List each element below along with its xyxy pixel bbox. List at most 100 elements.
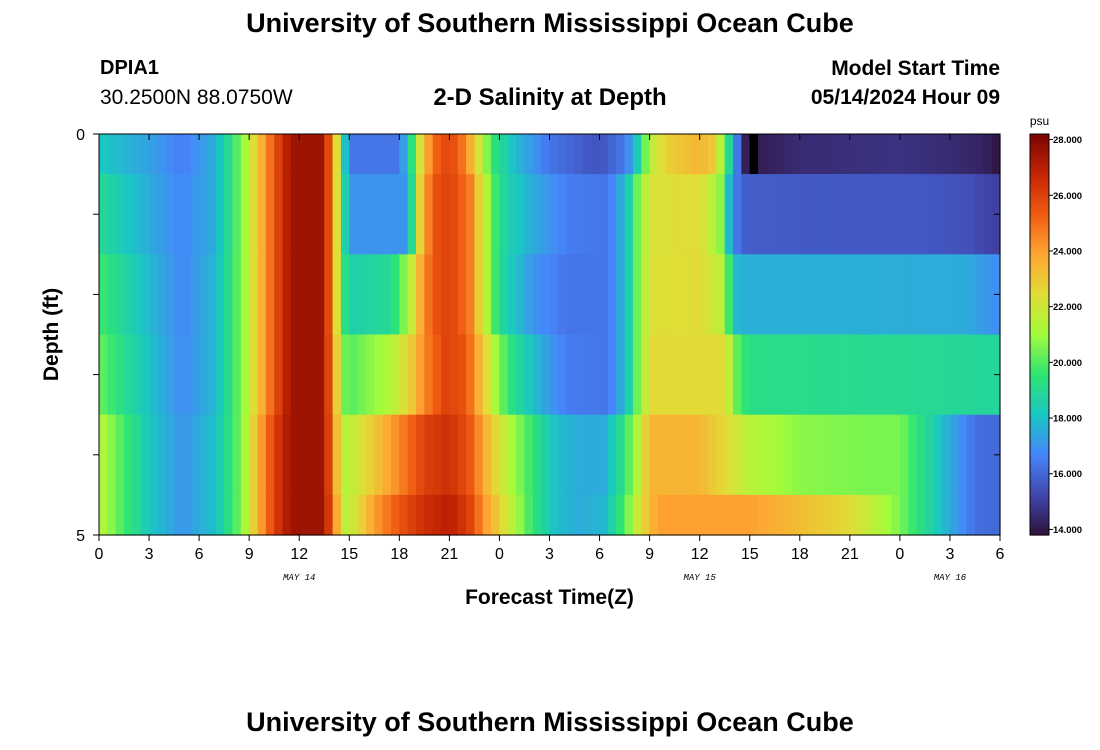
colorbar-band [1030,494,1049,499]
heatmap-cell [340,414,350,496]
x-tick-label: 6 [595,546,604,563]
heatmap-cell [666,174,676,255]
heatmap-cell [607,134,617,175]
heatmap-cell [290,334,300,416]
heatmap-cell [682,414,692,496]
colorbar-band [1030,190,1049,195]
heatmap-cell [357,254,367,336]
heatmap-cell [699,334,709,416]
colorbar-band [1030,384,1049,389]
heatmap-cell [441,494,450,536]
heatmap-cell [382,334,392,416]
heatmap-cell [916,254,926,336]
heatmap-cell [149,254,158,336]
heatmap-cell [424,414,434,496]
heatmap-cell [240,134,250,175]
heatmap-cell [349,174,359,255]
heatmap-cell [774,254,784,336]
heatmap-cell [649,334,659,416]
heatmap-cell [549,134,559,175]
heatmap-cell [824,334,834,416]
heatmap-cell [766,414,776,496]
heatmap-cell [941,334,951,416]
colorbar-band [1030,441,1049,446]
heatmap-cell [833,414,843,496]
heatmap-cell [899,334,909,416]
heatmap-cell [324,494,334,536]
heatmap-cell [140,494,150,536]
heatmap-cell [866,134,876,175]
heatmap-cell [858,254,868,336]
heatmap-cell [491,334,501,416]
heatmap-cell [240,174,250,255]
heatmap-cell [733,334,742,416]
heatmap-cell [365,254,375,336]
heatmap-cell [374,494,384,536]
heatmap-cell [482,414,492,496]
heatmap-cell [733,414,742,496]
heatmap-cells [99,134,1001,536]
heatmap-cell [516,174,526,255]
heatmap-cell [791,134,801,175]
heatmap-cell [891,414,901,496]
heatmap-cell [282,334,292,416]
heatmap-cell [190,134,200,175]
heatmap-cell [99,494,108,536]
heatmap-cell [808,334,818,416]
heatmap-cell [349,334,359,416]
heatmap-cell [916,494,926,536]
heatmap-cell [716,134,726,175]
heatmap-cell [841,174,851,255]
heatmap-cell [407,414,417,496]
heatmap-cell [541,414,551,496]
heatmap-cell [324,334,334,416]
heatmap-cell [224,494,234,536]
heatmap-cell [532,174,542,255]
heatmap-cell [399,174,409,255]
heatmap-cell [165,254,175,336]
heatmap-cell [908,134,918,175]
heatmap-cell [524,494,534,536]
heatmap-cell [165,174,175,255]
heatmap-cell [632,414,642,496]
heatmap-cell [591,254,601,336]
heatmap-cell [182,494,192,536]
heatmap-cell [499,494,509,536]
heatmap-cell [874,494,884,536]
heatmap-cell [833,174,843,255]
heatmap-cell [624,174,634,255]
heatmap-cell [265,254,275,336]
heatmap-cell [257,174,267,255]
heatmap-cell [457,494,467,536]
heatmap-cell [374,334,384,416]
heatmap-cell [290,174,300,255]
colorbar-band [1030,230,1049,235]
heatmap-cell [933,134,943,175]
heatmap-cell [115,334,125,416]
heatmap-cell [983,494,993,536]
heatmap-cell [574,174,584,255]
heatmap-cell [758,334,767,416]
heatmap-cell [132,494,142,536]
heatmap-cell [991,134,1001,175]
heatmap-cell [941,494,951,536]
heatmap-cell [724,254,734,336]
day-label: MAY 15 [683,573,716,583]
heatmap-cell [232,174,242,255]
colorbar-tick-label: 28.000 [1053,135,1082,146]
heatmap-cell [858,174,868,255]
heatmap-cell [299,134,309,175]
x-tick-label: 12 [290,546,308,563]
colorbar-band [1030,317,1049,322]
colorbar-band [1030,240,1049,245]
heatmap-cell [332,494,342,536]
heatmap-cell [899,254,909,336]
heatmap-cell [574,494,584,536]
heatmap-cell [591,134,601,175]
heatmap-cell [949,174,959,255]
heatmap-cell [657,174,667,255]
heatmap-cell [174,254,184,336]
heatmap-cell [382,174,392,255]
heatmap-cell [824,254,834,336]
colorbar-tick-label: 24.000 [1053,246,1082,257]
